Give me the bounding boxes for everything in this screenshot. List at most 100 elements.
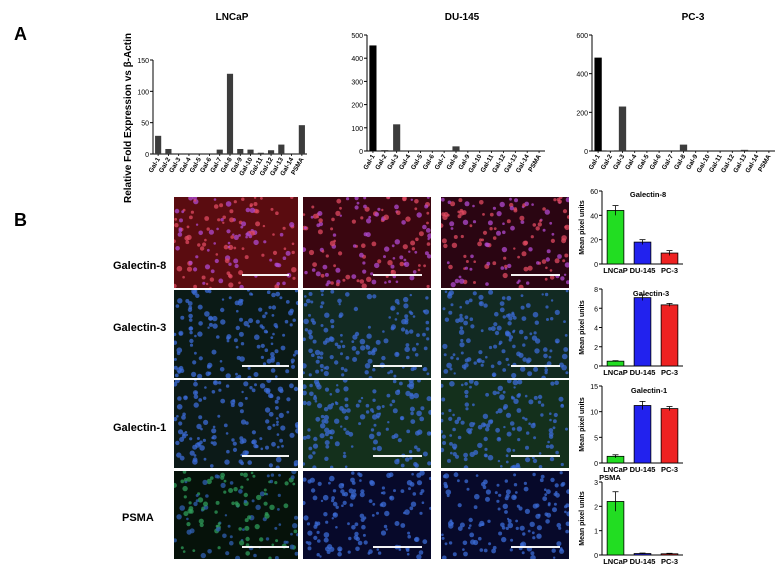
micrograph-galectin-8-3 <box>441 197 569 288</box>
y-tick-label: 0 <box>594 553 598 560</box>
x-tick-label: PC-3 <box>661 557 678 566</box>
y-axis-label: Mean pixel units <box>579 300 586 355</box>
chart-title: LNCaP <box>216 12 249 23</box>
y-axis-label: Mean pixel units <box>579 397 586 452</box>
x-tick-label: DU-145 <box>630 557 656 566</box>
panel-a-label: A <box>14 24 27 44</box>
bar-gal-2 <box>381 150 389 151</box>
bar-pc-3 <box>660 408 679 464</box>
cell-nuclei <box>303 471 431 559</box>
y-tick-label: 1 <box>594 529 598 536</box>
y-tick-label: 4 <box>594 326 598 333</box>
bar-gal-13 <box>740 149 749 151</box>
y-tick-label: 0 <box>145 152 149 159</box>
chart-title: PC-3 <box>682 12 705 23</box>
x-tick-label: PC-3 <box>661 465 678 474</box>
scale-bar <box>373 545 423 548</box>
bar-gal-3 <box>618 106 627 151</box>
scale-bar <box>373 364 423 367</box>
bar-gal-10 <box>247 149 254 154</box>
bar-du-145 <box>633 241 652 265</box>
y-tick-label: 0 <box>594 461 598 468</box>
y-tick-label: 500 <box>351 33 363 40</box>
bar-pc-3 <box>660 304 679 367</box>
y-tick-label: 15 <box>590 384 598 391</box>
x-tick-label: PC-3 <box>661 266 678 275</box>
cell-nuclei <box>303 197 431 288</box>
y-tick-label: 0 <box>594 364 598 371</box>
chart-title: DU-145 <box>445 12 480 23</box>
y-tick-label: 20 <box>590 238 598 245</box>
y-tick-label: 10 <box>590 410 598 417</box>
scale-bar <box>373 454 423 457</box>
scale-bar <box>511 364 561 367</box>
cell-nuclei <box>441 197 569 288</box>
y-axis-label: Mean pixel units <box>579 491 586 546</box>
x-tick-label: DU-145 <box>630 465 656 474</box>
y-tick-label: 200 <box>351 103 363 110</box>
micrograph-psma-3 <box>441 471 569 559</box>
scale-bar <box>373 274 423 277</box>
y-tick-label: 5 <box>594 435 598 442</box>
bar-gal-9 <box>237 148 244 154</box>
cell-nuclei <box>441 471 569 559</box>
cell-nuclei <box>174 197 297 288</box>
row-label-psma: PSMA <box>122 512 154 524</box>
chart-title: Galectin-8 <box>630 190 666 199</box>
bar-gal-1 <box>155 135 162 154</box>
bar-gal-11 <box>257 152 264 154</box>
x-tick-label: DU-145 <box>630 368 656 377</box>
bar-gal-8 <box>226 73 234 154</box>
scale-bar <box>242 454 290 457</box>
y-tick-label: 100 <box>137 89 149 96</box>
y-tick-label: 2 <box>594 345 598 352</box>
y-tick-label: 600 <box>576 33 588 40</box>
y-tick-label: 60 <box>590 189 598 196</box>
cell-nuclei <box>303 290 430 378</box>
scale-bar <box>242 274 290 277</box>
y-tick-label: 0 <box>594 262 598 269</box>
chart-title: Galectin-1 <box>631 386 667 395</box>
x-tick-label: PC-3 <box>661 368 678 377</box>
bar-gal-1 <box>369 45 377 151</box>
x-tick-label: LNCaP <box>603 368 628 377</box>
y-tick-label: 3 <box>594 480 598 487</box>
x-tick-label: PSMA <box>527 153 543 173</box>
y-tick-label: 0 <box>584 149 588 156</box>
x-tick-label: LNCaP <box>603 557 628 566</box>
micrograph-psma-2 <box>303 471 431 559</box>
bar-lncap <box>606 210 625 265</box>
y-tick-label: 300 <box>351 79 363 86</box>
micrograph-galectin-1-3 <box>441 380 569 468</box>
row-label-galectin-1: Galectin-1 <box>113 422 167 434</box>
y-tick-label: 40 <box>590 213 598 220</box>
cell-nuclei <box>174 290 298 378</box>
micrograph-galectin-8-1 <box>174 197 298 288</box>
x-tick-label: DU-145 <box>630 266 656 275</box>
y-axis-label: Relative Fold Expression vs β-Actin <box>123 33 134 203</box>
bar-gal-8 <box>452 146 460 151</box>
cell-nuclei <box>303 380 431 468</box>
panel-b-label: B <box>14 210 27 230</box>
micrograph-galectin-3-1 <box>174 290 298 378</box>
row-label-galectin-3: Galectin-3 <box>113 322 167 334</box>
y-tick-label: 2 <box>594 504 598 511</box>
y-tick-label: 400 <box>351 56 363 63</box>
micrograph-galectin-3-2 <box>303 290 431 378</box>
scale-bar <box>511 274 561 277</box>
bar-gal-13 <box>278 144 285 154</box>
cell-nuclei <box>174 380 298 468</box>
y-axis-label: Mean pixel units <box>579 200 586 255</box>
bar-lncap <box>606 360 625 367</box>
row-label-galectin-8: Galectin-8 <box>113 260 167 272</box>
chart-title: Galectin-3 <box>633 289 669 298</box>
y-tick-label: 8 <box>594 287 598 294</box>
chart-title: PSMA <box>599 473 621 482</box>
bar-du-145 <box>633 297 652 367</box>
cell-nuclei <box>441 380 568 468</box>
bar-gal-12 <box>267 150 275 154</box>
micrograph-galectin-8-2 <box>303 197 431 288</box>
y-tick-label: 400 <box>576 72 588 79</box>
x-tick-label: LNCaP <box>603 266 628 275</box>
